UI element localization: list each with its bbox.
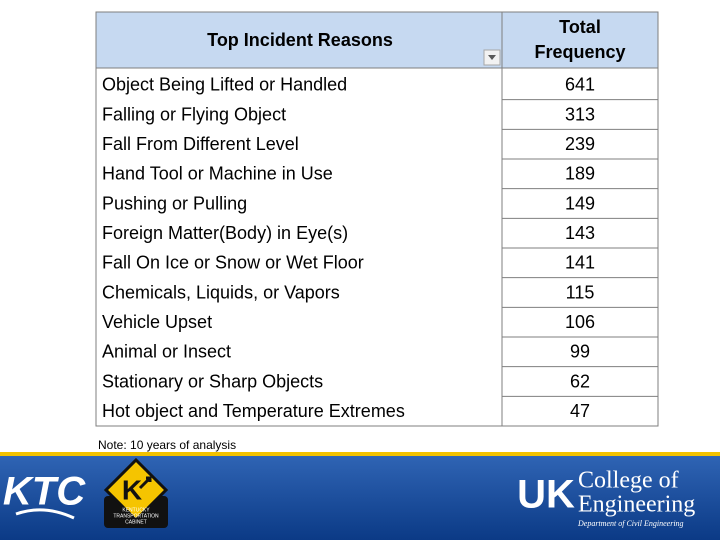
college-text: College of [578,468,679,494]
college-text: Engineering [578,492,695,518]
cabinet-text: TRANSPORTATION [113,513,159,519]
header-fill [95,11,659,69]
frequency-cell: 99 [570,342,590,362]
sign-arrow [138,476,152,490]
frequency-cell: 47 [570,401,590,421]
header-cell-wrap: Total Frequency [534,17,626,62]
header-cell: Total Frequency [534,17,626,62]
sign-letter: K [122,474,142,505]
reason-cell: Chemicals, Liquids, or Vapors [102,282,340,302]
header-cell: Top Incident Reasons [207,30,393,50]
frequency-cell: 239 [565,134,595,154]
frequency-cell: 141 [565,253,595,273]
reason-cell: Object Being Lifted or Handled [102,75,347,95]
cabinet-text: CABINET [125,519,147,525]
reason-cell: Pushing or Pulling [102,193,247,213]
frequency-cell: 641 [565,75,595,95]
reason-cell: Fall From Different Level [102,134,299,154]
ktc-logo: KTC [3,470,86,514]
ktc-swoosh [15,508,75,520]
note: Note: 10 years of analysis [98,438,236,452]
reason-cell: Falling or Flying Object [102,104,286,124]
table-border [95,67,659,427]
reason-cell: Hot object and Temperature Extremes [102,401,405,421]
frequency-cell: 115 [566,282,595,302]
frequency-cell: 143 [565,223,595,243]
reason-cell: Hand Tool or Machine in Use [102,164,333,184]
reason-cell: Foreign Matter(Body) in Eye(s) [102,223,348,243]
uk-logo: UK [517,473,575,517]
cabinet-text: KENTUCKY [122,507,150,513]
department-text: Department of Civil Engineering [577,519,684,528]
reason-cell: Vehicle Upset [102,312,212,332]
gold-stripe [0,452,720,456]
reason-cell: Stationary or Sharp Objects [102,371,323,391]
reason-cell: Fall On Ice or Snow or Wet Floor [102,253,364,273]
frequency-cell: 62 [570,371,590,391]
frequency-cell: 189 [565,164,595,184]
dropdown-arrow [488,55,496,60]
frequency-cell: 313 [565,104,595,124]
frequency-cell: 106 [565,312,595,332]
reason-cell: Animal or Insect [102,342,231,362]
sign-diamond [103,457,169,523]
frequency-cell: 149 [565,193,595,213]
